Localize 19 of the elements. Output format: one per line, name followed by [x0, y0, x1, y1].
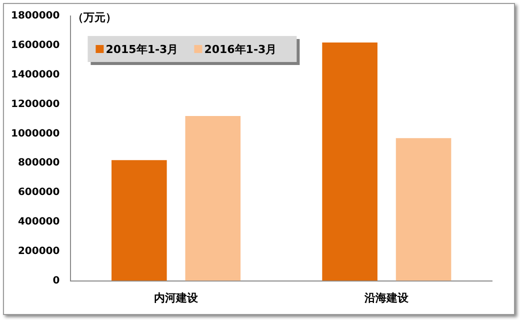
- y-tick-label: 1800000: [10, 10, 60, 22]
- bar: [396, 138, 452, 281]
- y-tick-label: 1200000: [10, 98, 60, 110]
- y-tick-label: 1600000: [10, 40, 60, 52]
- legend-label: 2015年1-3月: [106, 42, 178, 56]
- y-tick-label: 600000: [18, 187, 60, 198]
- bar: [112, 160, 167, 281]
- bar: [322, 42, 378, 281]
- y-tick-label: 1400000: [10, 69, 60, 80]
- y-tick-label: 200000: [18, 246, 60, 257]
- y-axis-title: （万元）: [72, 10, 117, 24]
- y-tick-label: 400000: [18, 216, 60, 228]
- y-tick-label: 1000000: [10, 128, 60, 140]
- bar: [185, 116, 241, 281]
- legend-label: 2016年1-3月: [204, 42, 277, 56]
- y-tick-label: 0: [52, 275, 60, 286]
- y-tick-label: 800000: [18, 158, 60, 169]
- x-tick-label: 内河建设: [154, 291, 200, 304]
- x-tick-label: 沿海建设: [364, 291, 410, 304]
